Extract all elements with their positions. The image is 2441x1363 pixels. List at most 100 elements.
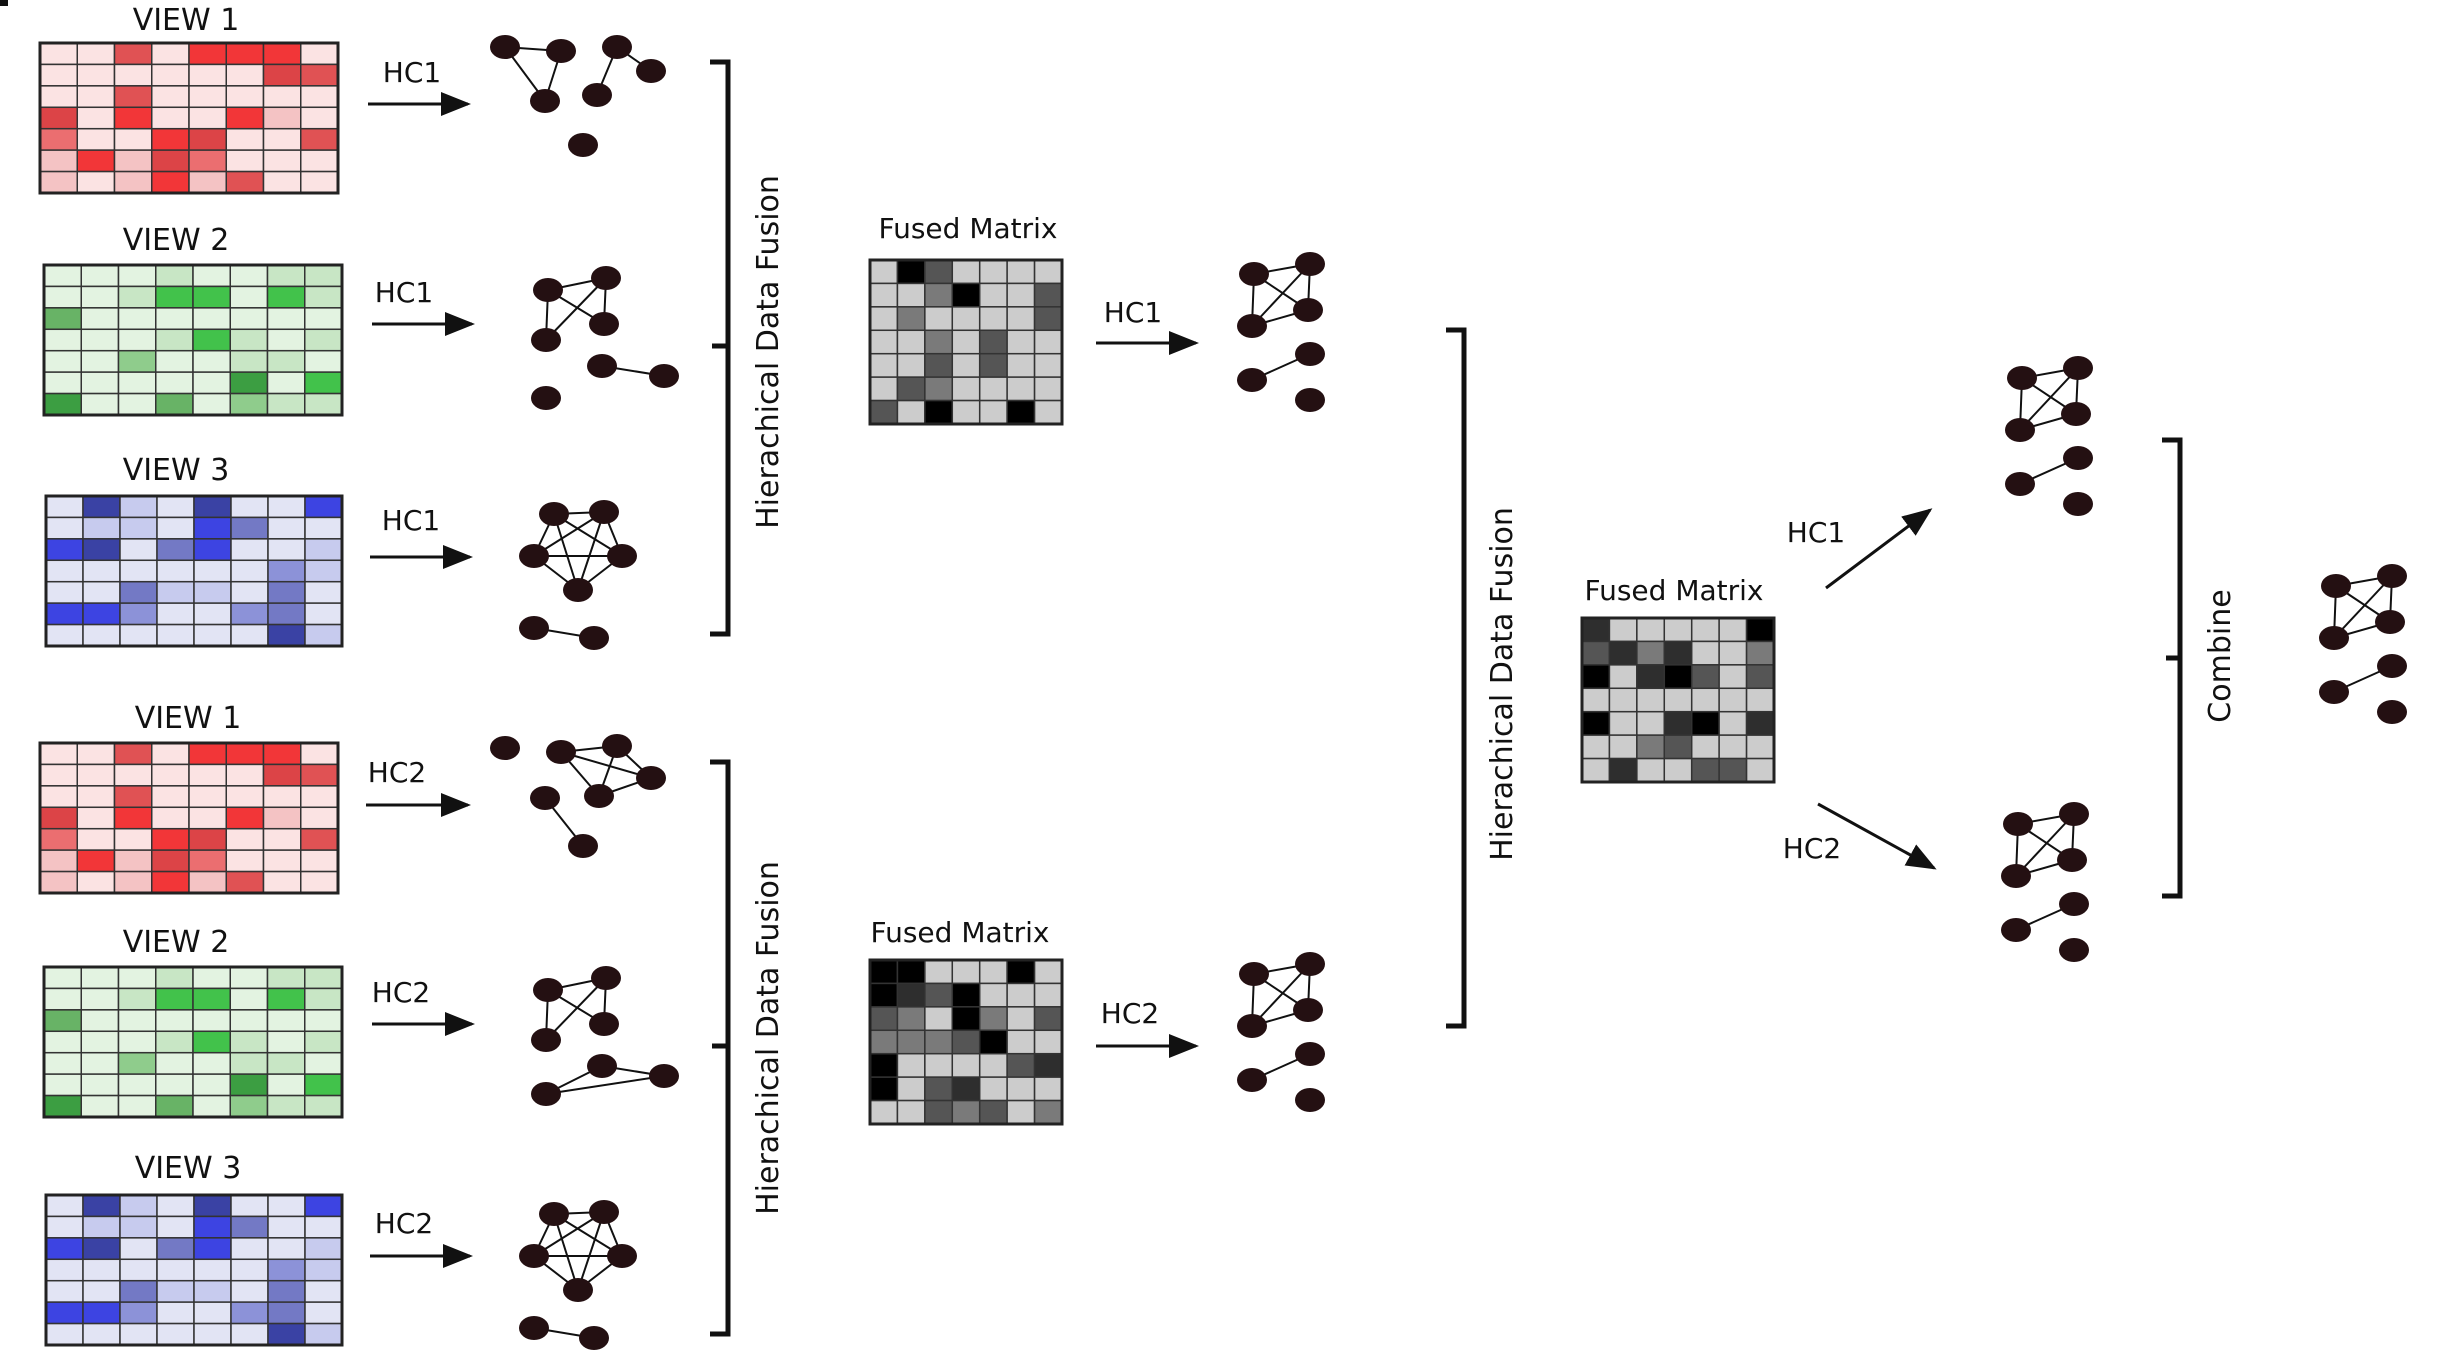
matrix-cell [82, 559, 121, 583]
bottom-section: VIEW 1 HC2 VIEW 2 HC2 VIEW 3 HC2 Hierach… [38, 701, 1325, 1350]
matrix-cell [896, 1029, 926, 1055]
matrix-cell [82, 516, 121, 540]
view1-heatmap [38, 741, 340, 895]
matrix-cell [151, 63, 190, 87]
matrix-cell [1006, 352, 1036, 378]
matrix-cell [1745, 757, 1775, 783]
matrix-cell [192, 1051, 231, 1075]
matrix-cell [188, 870, 227, 894]
matrix-cell [229, 1009, 269, 1033]
matrix-cell [924, 1076, 954, 1102]
matrix-cell [869, 376, 899, 402]
matrix-cell [229, 392, 269, 416]
matrix-cell [951, 1052, 981, 1078]
matrix-cell [45, 538, 84, 562]
matrix-cell [155, 987, 194, 1011]
matrix-cell [267, 1237, 306, 1261]
matrix-cell [300, 742, 339, 766]
matrix-cell [192, 264, 231, 288]
matrix-cell [230, 580, 269, 604]
matrix-cell [80, 1009, 120, 1033]
matrix-cell [76, 785, 116, 809]
graph-node [587, 1054, 617, 1078]
matrix-cell [119, 1301, 158, 1325]
matrix-cell [266, 966, 306, 990]
matrix-cell [1690, 640, 1720, 666]
matrix-cell [82, 1322, 121, 1346]
matrix-cell [951, 329, 981, 355]
matrix-cell [304, 1237, 343, 1261]
matrix-cell [113, 763, 153, 787]
graph-edge [1251, 263, 1311, 327]
matrix-cell [1690, 687, 1720, 713]
graph-node [2059, 802, 2089, 826]
graph-node [1237, 368, 1267, 392]
matrix-cell [896, 1076, 926, 1102]
matrix-cell [1636, 687, 1666, 713]
graph-node [563, 1278, 593, 1302]
matrix-cell [113, 85, 153, 109]
graph-edge [577, 1211, 605, 1291]
matrix-cell [1006, 376, 1036, 402]
matrix-cell [304, 285, 343, 309]
matrix-cell [1608, 617, 1638, 643]
matrix-cell [1690, 710, 1720, 736]
matrix-cell [156, 602, 195, 626]
matrix-cell [188, 63, 227, 87]
matrix-cell [1636, 757, 1666, 783]
matrix-cell [193, 602, 232, 626]
matrix-cell [113, 785, 153, 809]
graph-node [2001, 864, 2031, 888]
matrix-cell [262, 106, 302, 130]
matrix-cell [229, 1094, 269, 1118]
matrix-cell [1033, 1029, 1063, 1055]
matrix-cell [304, 495, 343, 519]
cluster-graph-icon [2319, 564, 2407, 724]
graph-node [1295, 1088, 1325, 1112]
matrix-cell [262, 63, 302, 87]
matrix-cell [1006, 1029, 1036, 1055]
matrix-cell [304, 1258, 343, 1282]
graph-node [490, 736, 520, 760]
matrix-cell [1690, 617, 1720, 643]
graph-node [1295, 342, 1325, 366]
matrix-cell [1690, 664, 1720, 690]
matrix-cell [869, 982, 899, 1008]
matrix-cell [45, 1301, 84, 1325]
graph-node [539, 1202, 569, 1226]
matrix-cell [304, 1030, 343, 1054]
matrix-cell [119, 1322, 158, 1346]
matrix-cell [43, 1094, 82, 1118]
matrix-cell [300, 849, 339, 873]
matrix-cell [156, 1237, 195, 1261]
matrix-cell [117, 307, 157, 331]
matrix-cell [151, 806, 190, 830]
matrix-cell [924, 282, 954, 308]
matrix-cell [151, 849, 190, 873]
matrix-cell [262, 870, 302, 894]
matrix-cell [82, 580, 121, 604]
matrix-cell [80, 328, 120, 352]
matrix-cell [304, 1194, 343, 1218]
matrix-cell [225, 149, 265, 173]
matrix-cell [76, 85, 116, 109]
graph-edge [577, 511, 605, 591]
matrix-cell [951, 982, 981, 1008]
matrix-cell [1006, 399, 1036, 425]
graph-node [636, 59, 666, 83]
matrix-cell [896, 399, 926, 425]
matrix-cell [119, 1237, 158, 1261]
matrix-cell [869, 959, 899, 985]
matrix-cell [300, 870, 339, 894]
matrix-cell [230, 1194, 269, 1218]
matrix-cell [39, 170, 78, 194]
matrix-cell [230, 602, 269, 626]
bracket-icon [2162, 437, 2183, 899]
graph-node [539, 502, 569, 526]
graph-node [2057, 848, 2087, 872]
matrix-cell [1663, 640, 1693, 666]
matrix-cell [267, 516, 306, 540]
matrix-cell [978, 259, 1008, 285]
matrix-cell [82, 623, 121, 647]
graph-node [1239, 962, 1269, 986]
